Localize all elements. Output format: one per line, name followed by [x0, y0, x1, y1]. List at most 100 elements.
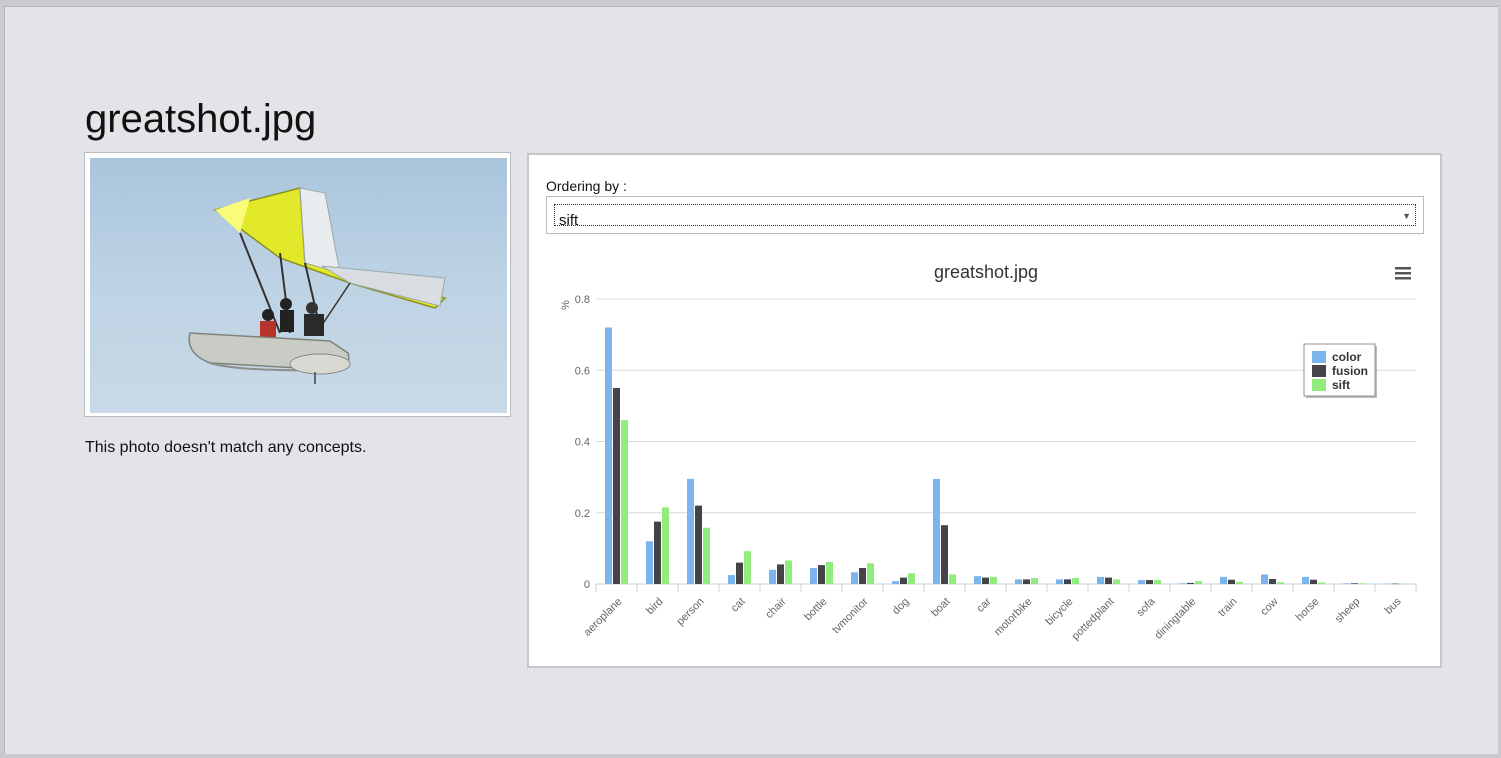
bar [1105, 577, 1112, 584]
y-axis-label: % [560, 300, 572, 310]
bar [1343, 583, 1350, 584]
x-tick-label: car [974, 595, 994, 615]
y-tick-label: 0.2 [575, 508, 590, 520]
bar [1277, 582, 1284, 584]
bar [867, 563, 874, 584]
x-tick-label: chair [763, 595, 789, 621]
y-axis-ticks: 0 0.2 0.4 0.6 0.8 [575, 294, 590, 591]
x-tick-label: bicycle [1043, 596, 1075, 628]
bar [1064, 579, 1071, 584]
bar [769, 569, 776, 584]
bar [613, 388, 620, 584]
x-tick-label: cat [729, 596, 748, 615]
bar [1261, 574, 1268, 584]
bar [1310, 579, 1317, 584]
bar [900, 577, 907, 584]
bar [785, 560, 792, 584]
y-tick-label: 0.4 [575, 437, 590, 449]
bar [1195, 581, 1202, 584]
bar [1220, 576, 1227, 584]
bar [1015, 579, 1022, 584]
x-axis: aeroplane bird person cat chair bottle tvmonit… [582, 584, 1417, 643]
bar [1179, 583, 1186, 584]
bar [777, 564, 784, 584]
x-tick-label: bird [644, 596, 665, 617]
legend-swatch [1312, 365, 1326, 377]
bars [605, 327, 1407, 585]
legend-label: fusion [1332, 364, 1368, 378]
bar [654, 521, 661, 584]
bar [810, 567, 817, 584]
bar [1269, 579, 1276, 584]
x-tick-label: aeroplane [582, 596, 625, 639]
bar [1392, 583, 1399, 585]
bar [1031, 577, 1038, 584]
x-tick-label: pottedplant [1070, 596, 1117, 643]
bar [662, 507, 669, 584]
x-tick-label: diningtable [1153, 596, 1199, 642]
bar [736, 562, 743, 584]
bar [1302, 576, 1309, 584]
bar [1384, 583, 1391, 585]
x-tick-label: horse [1294, 596, 1322, 624]
bar [1097, 576, 1104, 584]
ordering-label: Ordering by : [546, 178, 627, 194]
legend-label: sift [1332, 378, 1350, 392]
y-tick-label: 0.8 [575, 294, 590, 306]
photo-illustration [188, 187, 447, 384]
bar [1318, 582, 1325, 584]
page-title: greatshot.jpg [85, 97, 317, 141]
y-tick-label: 0 [584, 579, 590, 591]
legend-swatch [1312, 379, 1326, 391]
page-frame: greatshot.jpg [4, 6, 1498, 754]
y-tick-label: 0.6 [575, 365, 590, 377]
bar [892, 581, 899, 584]
chevron-down-icon: ▼ [1402, 211, 1411, 221]
bar [744, 551, 751, 584]
bar [1146, 580, 1153, 584]
x-tick-label: motorbike [992, 596, 1035, 639]
bar [728, 575, 735, 584]
bar [933, 478, 940, 584]
bar [1400, 583, 1407, 585]
bar [949, 574, 956, 584]
no-match-message: This photo doesn't match any concepts. [85, 439, 367, 456]
x-tick-label: sofa [1134, 595, 1158, 619]
hamburger-menu-icon [1395, 267, 1411, 280]
bar [695, 505, 702, 584]
bar-chart: greatshot.jpg % 0 0.2 0.4 0.6 0.8 aeroplane b… [560, 262, 1417, 643]
legend-label: color [1332, 350, 1362, 364]
photo-frame [84, 152, 511, 417]
x-tick-label: person [674, 596, 706, 628]
bar [1351, 583, 1358, 584]
bar [1138, 580, 1145, 584]
bar [859, 567, 866, 584]
x-tick-label: train [1216, 596, 1240, 620]
legend-swatch [1312, 351, 1326, 363]
bar [826, 561, 833, 584]
ordering-selected-value: sift [559, 212, 579, 229]
bar [1023, 579, 1030, 584]
chart-panel: Ordering by : sift ▼ greatshot.jpg % 0 0.… [527, 153, 1442, 668]
x-tick-label: tvmonitor [830, 595, 871, 636]
bar [851, 572, 858, 584]
chart-title: greatshot.jpg [934, 262, 1038, 282]
bar [818, 565, 825, 584]
bar [1359, 583, 1366, 584]
photo-hang-glider [90, 158, 507, 413]
bar [687, 478, 694, 584]
x-tick-label: bus [1383, 595, 1404, 616]
x-tick-label: cow [1258, 596, 1280, 618]
bar [974, 576, 981, 584]
bar [621, 420, 628, 584]
bar [1072, 577, 1079, 584]
bar [1236, 581, 1243, 584]
bar [1056, 579, 1063, 584]
bar [990, 576, 997, 584]
bar [646, 541, 653, 584]
x-tick-label: bottle [802, 596, 830, 624]
chart-menu-button[interactable] [1391, 262, 1415, 284]
bar [982, 577, 989, 584]
ordering-select[interactable]: sift ▼ [546, 196, 1424, 234]
